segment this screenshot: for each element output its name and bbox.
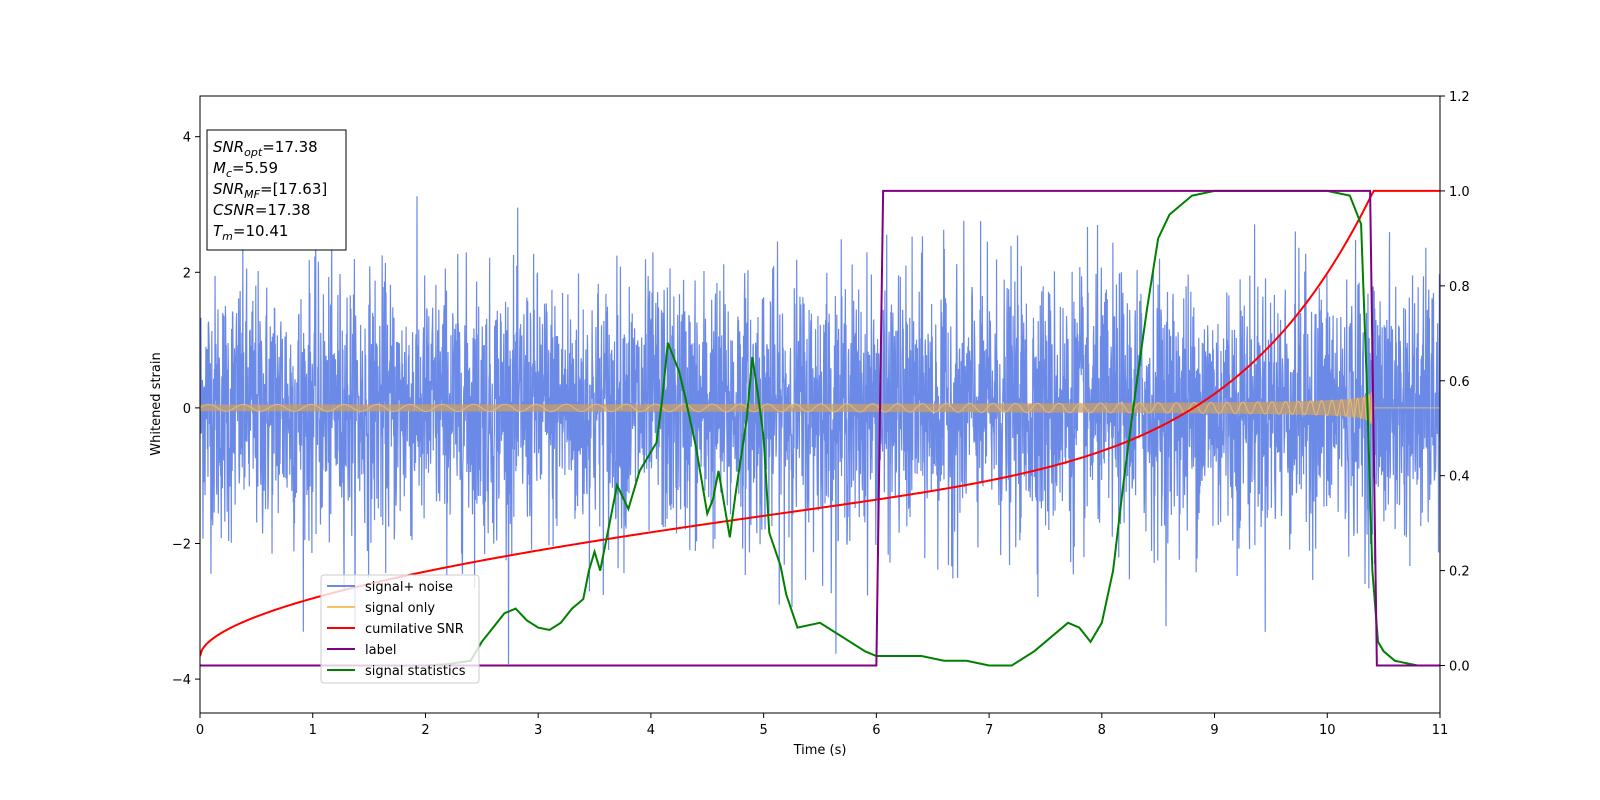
legend-entry: signal+ noise <box>365 580 453 595</box>
x-tick-label: 7 <box>985 723 993 738</box>
annotation-line: SNRopt=17.38 <box>213 138 318 159</box>
y2-tick-label: 1.2 <box>1449 90 1470 105</box>
x-tick-label: 4 <box>647 723 655 738</box>
x-tick-label: 8 <box>1098 723 1106 738</box>
x-tick-label: 9 <box>1210 723 1218 738</box>
series-signal-only <box>200 393 1440 425</box>
y-tick-label: −2 <box>172 537 191 552</box>
annotation-line: SNRMF=[17.63] <box>213 180 327 201</box>
legend-entry: label <box>365 643 396 658</box>
y-tick-label: 4 <box>183 131 191 146</box>
series-label <box>200 189 1440 667</box>
series-signal-only-envelope <box>200 391 1440 425</box>
y2-tick-label: 0.2 <box>1449 565 1470 580</box>
x-tick-label: 1 <box>309 723 317 738</box>
legend: signal+ noise signal only cumilative SNR la… <box>320 574 480 684</box>
annotation-line: Mc=5.59 <box>213 159 278 180</box>
y-tick-label: 2 <box>183 266 191 281</box>
y-axis-label: Whitened strain <box>149 352 164 455</box>
y2-tick-label: 0.6 <box>1449 375 1470 390</box>
y2-tick-label: 0.0 <box>1449 660 1470 675</box>
y-tick-label: −4 <box>172 673 191 688</box>
annotation-line: CSNR=17.38 <box>213 201 310 219</box>
legend-entry: cumilative SNR <box>365 622 464 637</box>
axis-ticks: 0 1 2 3 4 5 6 7 8 9 10 11 4 2 0 −2 −4 1.2 1.0 0.8 0.6 0.4 0.2 0… <box>172 90 1470 738</box>
legend-entry: signal only <box>365 601 435 616</box>
x-tick-label: 10 <box>1319 723 1336 738</box>
y2-tick-label: 1.0 <box>1449 185 1470 200</box>
x-tick-label: 5 <box>759 723 767 738</box>
axes-frame <box>199 95 1441 714</box>
y-tick-label: 0 <box>183 402 191 417</box>
x-axis-label: Time (s) <box>793 743 847 758</box>
series-signal-statistics <box>200 189 1440 667</box>
x-tick-label: 6 <box>872 723 880 738</box>
x-tick-label: 2 <box>421 723 429 738</box>
annotation-line: Tm=10.41 <box>213 222 288 243</box>
legend-entry: signal statistics <box>365 664 466 679</box>
x-tick-label: 3 <box>534 723 542 738</box>
x-tick-label: 0 <box>196 723 204 738</box>
y2-tick-label: 0.4 <box>1449 470 1470 485</box>
y2-tick-label: 0.8 <box>1449 280 1470 295</box>
x-tick-label: 11 <box>1432 723 1449 738</box>
annotation-box: SNRopt=17.38Mc=5.59SNRMF=[17.63]CSNR=17.… <box>206 129 347 251</box>
